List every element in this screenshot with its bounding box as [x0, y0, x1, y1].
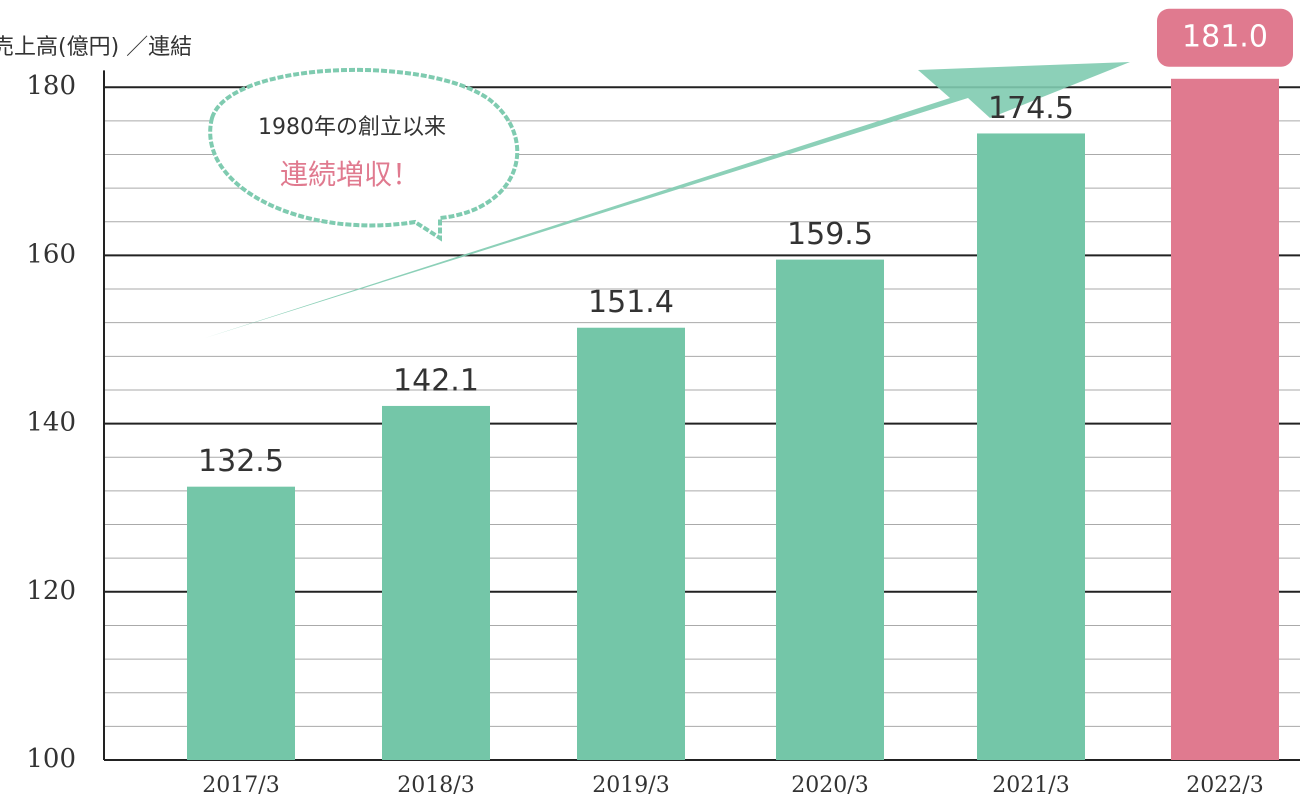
annotation: 1980年の創立以来 [258, 115, 446, 140]
y-tick-label: 120 [26, 576, 76, 606]
bar [977, 133, 1085, 760]
value-label: 142.1 [393, 363, 479, 398]
bar [382, 406, 490, 760]
value-label: 151.4 [588, 285, 674, 320]
bar [1171, 79, 1279, 760]
x-tick-label: 2020/3 [791, 773, 868, 798]
x-tick-label: 2018/3 [397, 773, 474, 798]
y-axis-title: 売上高(億円) ／連結 [0, 35, 192, 60]
value-label: 159.5 [787, 217, 873, 252]
bar [187, 487, 295, 760]
bar [577, 328, 685, 760]
x-tick-label: 2021/3 [992, 773, 1069, 798]
page: {"chart_data": {"type": "bar", "y_axis_l… [0, 0, 1300, 800]
x-tick-label: 2022/3 [1186, 773, 1263, 798]
y-tick-label: 160 [26, 239, 76, 269]
y-tick-label: 180 [26, 71, 76, 101]
chart: 売上高(億円) ／連結 1980年の創立以来 連続増収！ 100 120 140 16… [0, 0, 1300, 800]
value-label: 174.5 [988, 91, 1074, 126]
y-tick-label: 100 [26, 744, 76, 774]
x-tick-label: 2017/3 [202, 773, 279, 798]
speech-bubble [210, 70, 517, 238]
bar [776, 260, 884, 760]
x-tick-label: 2019/3 [592, 773, 669, 798]
annotation: 連続増収！ [280, 158, 420, 191]
value-label: 181.0 [1182, 19, 1268, 54]
y-tick-label: 140 [26, 408, 76, 438]
value-label: 132.5 [198, 444, 284, 479]
